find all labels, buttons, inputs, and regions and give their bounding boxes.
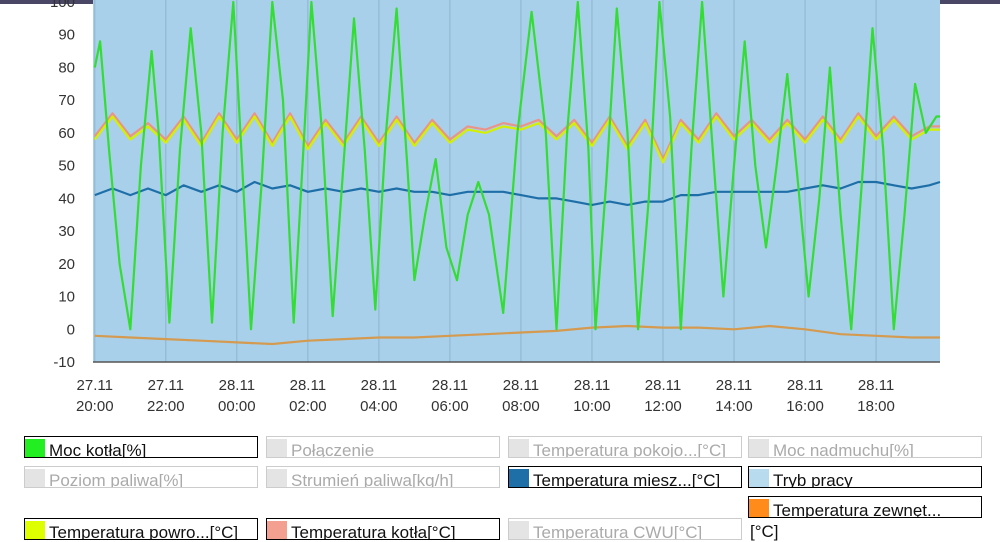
x-tick-time-label: 02:00 bbox=[289, 398, 327, 415]
x-tick-date-label: 28.11 bbox=[219, 377, 255, 394]
legend-swatch bbox=[267, 521, 287, 539]
legend-swatch bbox=[749, 439, 769, 457]
legend-label: Temperatura CWU[°C] bbox=[533, 523, 703, 540]
legend-label: Połączenie bbox=[291, 441, 375, 458]
legend-item-polaczenie[interactable]: Połączenie bbox=[266, 436, 500, 458]
legend-swatch bbox=[509, 521, 529, 539]
legend-swatch bbox=[509, 439, 529, 457]
x-tick-date-label: 28.11 bbox=[787, 377, 823, 394]
legend-item-moc-nadmuchu[interactable]: Moc nadmuchu[%] bbox=[748, 436, 982, 458]
y-tick-label: 10 bbox=[58, 289, 75, 306]
legend-item-temp-kotla[interactable]: Temperatura kotła[°C] bbox=[266, 518, 500, 540]
y-tick-label: 90 bbox=[58, 27, 75, 44]
series-line bbox=[94, 180, 941, 206]
x-tick-time-label: 22:00 bbox=[147, 398, 185, 415]
x-tick-date-label: 28.11 bbox=[503, 377, 539, 394]
y-tick-label: 40 bbox=[58, 190, 75, 207]
legend-swatch bbox=[267, 439, 287, 457]
legend-label: Strumień paliwa[kg/h] bbox=[291, 471, 454, 488]
legend-label: Tryb pracy bbox=[773, 471, 853, 488]
legend-label: Temperatura kotła[°C] bbox=[291, 523, 456, 540]
y-tick-label: 50 bbox=[58, 158, 75, 175]
legend-item-tryb-pracy[interactable]: Tryb pracy bbox=[748, 466, 982, 488]
x-tick-date-label: 28.11 bbox=[361, 377, 397, 394]
legend-label: Poziom paliwa[%] bbox=[49, 471, 184, 488]
x-tick-time-label: 06:00 bbox=[431, 398, 469, 415]
series-line bbox=[93, 112, 940, 161]
x-tick-time-label: 20:00 bbox=[76, 398, 114, 415]
x-tick-time-label: 10:00 bbox=[573, 398, 611, 415]
legend-unit-suffix: [°C] bbox=[750, 522, 779, 541]
legend-swatch bbox=[749, 469, 769, 487]
y-tick-label: 60 bbox=[58, 125, 75, 142]
legend-swatch bbox=[25, 439, 45, 457]
legend-label: Moc nadmuchu[%] bbox=[773, 441, 914, 458]
y-tick-label: 30 bbox=[58, 223, 75, 240]
y-tick-label: 80 bbox=[58, 59, 75, 76]
y-tick-label: 20 bbox=[58, 256, 75, 273]
x-tick-date-label: 28.11 bbox=[716, 377, 752, 394]
legend-label: Temperatura powro...[°C] bbox=[49, 523, 239, 540]
legend-swatch bbox=[25, 469, 45, 487]
legend-item-temp-pokojowa[interactable]: Temperatura pokojo...[°C] bbox=[508, 436, 742, 458]
y-tick-label: 0 bbox=[67, 321, 75, 338]
x-tick-date-label: 28.11 bbox=[432, 377, 468, 394]
legend-item-temp-zewn[interactable]: Temperatura zewnęt... bbox=[748, 496, 982, 518]
series-line bbox=[94, 324, 940, 346]
legend-swatch bbox=[749, 499, 769, 517]
legend-item-temp-miesz[interactable]: Temperatura miesz...[°C] bbox=[508, 466, 742, 488]
series-line bbox=[93, 115, 940, 164]
legend-item-moc-kotla[interactable]: Moc kotła[%] bbox=[24, 436, 258, 458]
legend-swatch bbox=[267, 469, 287, 487]
x-tick-date-label: 28.11 bbox=[290, 377, 326, 394]
legend-item-temp-cwu[interactable]: Temperatura CWU[°C] bbox=[508, 518, 742, 540]
line-chart: -10 0 10 20 30 40 50 60 70 80 90 100 27.11 20:00 27.1… bbox=[50, 0, 941, 415]
x-tick-time-label: 12:00 bbox=[644, 398, 682, 415]
x-tick-date-label: 27.11 bbox=[148, 377, 184, 394]
x-tick-date-label: 27.11 bbox=[77, 377, 113, 394]
x-tick-time-label: 16:00 bbox=[786, 398, 824, 415]
x-tick-time-label: 14:00 bbox=[715, 398, 753, 415]
x-tick-time-label: 04:00 bbox=[360, 398, 398, 415]
x-tick-time-label: 00:00 bbox=[218, 398, 256, 415]
legend-item-poziom-paliwa[interactable]: Poziom paliwa[%] bbox=[24, 466, 258, 488]
legend-label: Moc kotła[%] bbox=[49, 441, 147, 458]
x-tick-date-label: 28.11 bbox=[645, 377, 681, 394]
x-tick-date-label: 28.11 bbox=[574, 377, 610, 394]
x-tick-time-label: 18:00 bbox=[857, 398, 895, 415]
legend-label: Temperatura zewnęt... bbox=[773, 501, 942, 518]
x-tick-date-label: 28.11 bbox=[858, 377, 894, 394]
y-tick-label: 100 bbox=[50, 0, 75, 11]
legend-label: Temperatura miesz...[°C] bbox=[533, 471, 721, 488]
y-tick-label: -10 bbox=[53, 354, 75, 371]
legend-item-temp-powrotu[interactable]: Temperatura powro...[°C] bbox=[24, 518, 258, 540]
x-tick-time-label: 08:00 bbox=[502, 398, 540, 415]
legend-swatch bbox=[509, 469, 529, 487]
legend-item-strumien-paliwa[interactable]: Strumień paliwa[kg/h] bbox=[266, 466, 500, 488]
legend-label: Temperatura pokojo...[°C] bbox=[533, 441, 726, 458]
legend-swatch bbox=[25, 521, 45, 539]
series-line bbox=[93, 0, 940, 331]
y-tick-label: 70 bbox=[58, 92, 75, 109]
